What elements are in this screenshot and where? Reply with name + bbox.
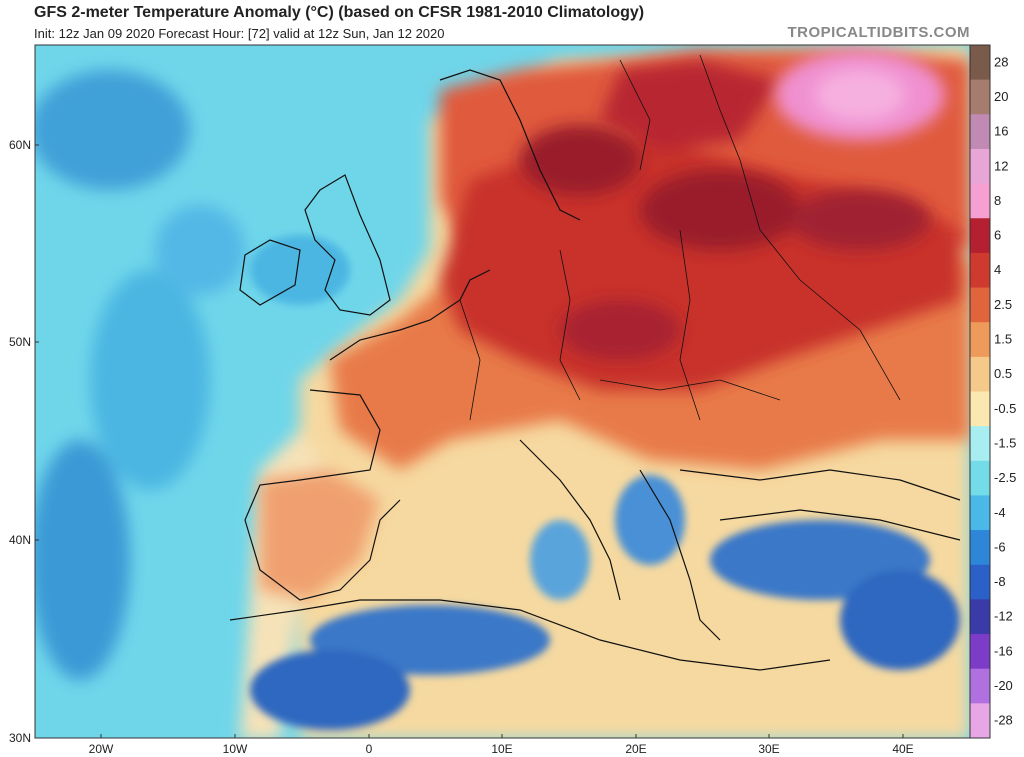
colorbar-swatch <box>970 287 990 323</box>
colorbar-swatch <box>970 391 990 427</box>
colorbar-label: 12 <box>994 158 1008 173</box>
colorbar-swatch <box>970 426 990 462</box>
colorbar-label: -1.5 <box>994 435 1016 450</box>
colorbar-swatch <box>970 79 990 115</box>
colorbar-swatch <box>970 530 990 566</box>
lon-label-10w: 10W <box>223 742 248 756</box>
colorbar-swatch <box>970 356 990 392</box>
colorbar-swatch <box>970 252 990 289</box>
colorbar-label: -12 <box>994 609 1013 624</box>
colorbar-label: -20 <box>994 678 1013 693</box>
lon-label-30e: 30E <box>758 742 779 756</box>
lat-label-30n: 30N <box>9 731 31 745</box>
colorbar-swatch <box>970 460 990 496</box>
colorbar-label: -28 <box>994 713 1013 728</box>
colorbar-label: 6 <box>994 228 1001 243</box>
lat-label-40n: 40N <box>9 533 31 547</box>
colorbar-label: -2.5 <box>994 470 1016 485</box>
cold-land-patches <box>250 235 960 730</box>
colorbar-swatch <box>970 495 990 531</box>
colorbar-label: -6 <box>994 539 1006 554</box>
colorbar-label: -4 <box>994 505 1006 520</box>
colorbar-swatch <box>970 183 990 219</box>
colorbar-frame <box>969 44 991 739</box>
latitude-axis: 60N 50N 40N 30N <box>9 138 39 745</box>
colorbar-label: -8 <box>994 574 1006 589</box>
lat-label-60n: 60N <box>9 138 31 152</box>
lon-label-40e: 40E <box>892 742 913 756</box>
coastlines <box>229 69 961 671</box>
borders <box>459 54 901 421</box>
lon-label-20w: 20W <box>89 742 114 756</box>
colorbar-label: 0.5 <box>994 366 1012 381</box>
colorbar: 28 20 16 12 8 6 4 2.5 1.5 0.5 -0.5 -1.5 -2.5 -4 -6 -8 -1… <box>969 44 1016 739</box>
colorbar-label: 4 <box>994 262 1001 277</box>
colorbar-label: 8 <box>994 193 1001 208</box>
colorbar-swatch <box>970 322 990 358</box>
colorbar-swatch <box>970 668 990 704</box>
lat-label-50n: 50N <box>9 335 31 349</box>
colorbar-label: 28 <box>994 54 1008 69</box>
colorbar-swatch <box>970 114 990 150</box>
colorbar-swatch <box>970 218 990 254</box>
lon-label-20e: 20E <box>625 742 646 756</box>
colorbar-label: -16 <box>994 643 1013 658</box>
colorbar-label: 20 <box>994 89 1008 104</box>
colorbar-label: 2.5 <box>994 297 1012 312</box>
colorbar-swatch <box>970 148 990 185</box>
colorbar-swatch <box>970 703 990 739</box>
pink-region <box>775 50 945 140</box>
lon-label-10e: 10E <box>491 742 512 756</box>
cold-patches <box>35 70 245 680</box>
brand-watermark: TROPICALTIDBITS.COM <box>787 24 970 41</box>
colorbar-swatch <box>970 599 990 635</box>
colorbar-swatch <box>970 45 990 81</box>
colorbar-label: 1.5 <box>994 332 1012 347</box>
map-subtitle: Init: 12z Jan 09 2020 Forecast Hour: [72… <box>34 26 445 41</box>
map-title: GFS 2-meter Temperature Anomaly (°C) (ba… <box>34 4 645 21</box>
colorbar-label: -0.5 <box>994 401 1016 416</box>
map-field <box>35 45 970 738</box>
lon-label-0: 0 <box>366 742 373 756</box>
longitude-axis: 20W 10W 0 10E 20E 30E 40E <box>89 734 914 756</box>
colorbar-swatch <box>970 564 990 600</box>
colorbar-label: 16 <box>994 124 1008 139</box>
colorbar-swatch <box>970 634 990 670</box>
